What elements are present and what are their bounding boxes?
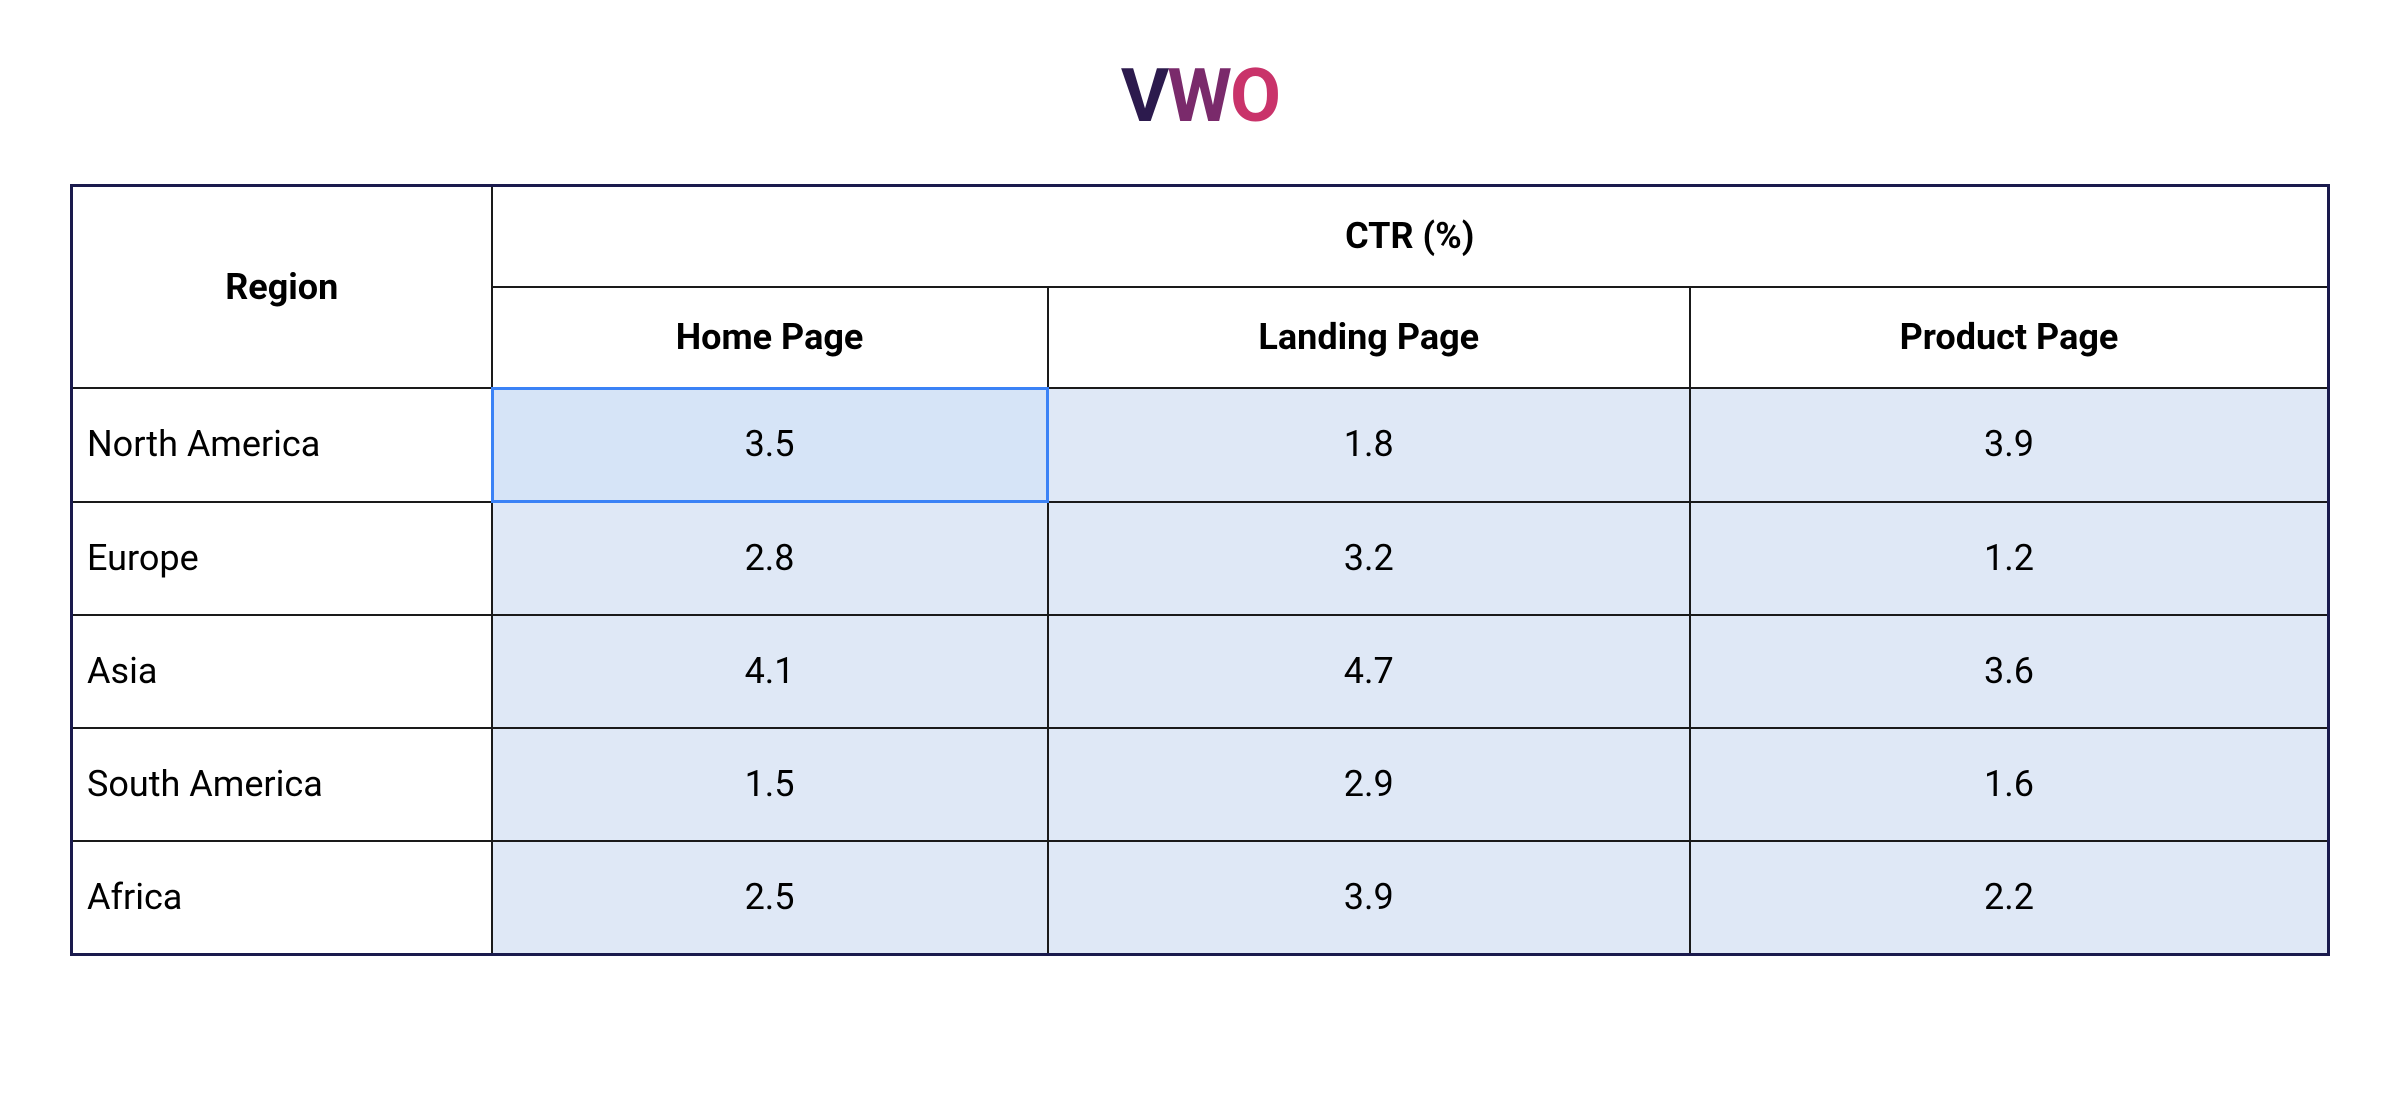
value-cell: 4.1 <box>492 615 1048 728</box>
logo-letter-o: O <box>1230 53 1279 140</box>
table-row: Africa2.53.92.2 <box>72 841 2329 955</box>
region-cell: Africa <box>72 841 492 955</box>
logo-container: VWO <box>70 60 2330 134</box>
region-cell: North America <box>72 388 492 501</box>
value-cell: 3.6 <box>1690 615 2329 728</box>
value-cell: 3.9 <box>1048 841 1690 955</box>
table-row: Europe2.83.21.2 <box>72 502 2329 615</box>
value-cell: 1.6 <box>1690 728 2329 841</box>
table-row: North America3.51.83.9 <box>72 388 2329 501</box>
table-header-row-1: Region CTR (%) <box>72 186 2329 288</box>
value-cell: 1.2 <box>1690 502 2329 615</box>
table-body: North America3.51.83.9Europe2.83.21.2Asi… <box>72 388 2329 954</box>
col-header-home: Home Page <box>492 287 1048 388</box>
region-cell: Asia <box>72 615 492 728</box>
ctr-table: Region CTR (%) Home Page Landing Page Pr… <box>70 184 2330 956</box>
region-header: Region <box>72 186 492 389</box>
value-cell: 1.8 <box>1048 388 1690 501</box>
col-header-landing: Landing Page <box>1048 287 1690 388</box>
value-cell: 2.2 <box>1690 841 2329 955</box>
vwo-logo: VWO <box>1121 60 1279 134</box>
logo-letter-v: V <box>1121 53 1167 140</box>
region-cell: South America <box>72 728 492 841</box>
value-cell: 2.8 <box>492 502 1048 615</box>
region-cell: Europe <box>72 502 492 615</box>
table-header: Region CTR (%) Home Page Landing Page Pr… <box>72 186 2329 389</box>
value-cell: 3.5 <box>492 388 1048 501</box>
col-header-product: Product Page <box>1690 287 2329 388</box>
value-cell: 4.7 <box>1048 615 1690 728</box>
table-row: South America1.52.91.6 <box>72 728 2329 841</box>
value-cell: 3.2 <box>1048 502 1690 615</box>
value-cell: 1.5 <box>492 728 1048 841</box>
table-row: Asia4.14.73.6 <box>72 615 2329 728</box>
logo-letter-w: W <box>1167 53 1230 140</box>
value-cell: 3.9 <box>1690 388 2329 501</box>
value-cell: 2.5 <box>492 841 1048 955</box>
value-cell: 2.9 <box>1048 728 1690 841</box>
ctr-group-header: CTR (%) <box>492 186 2329 288</box>
